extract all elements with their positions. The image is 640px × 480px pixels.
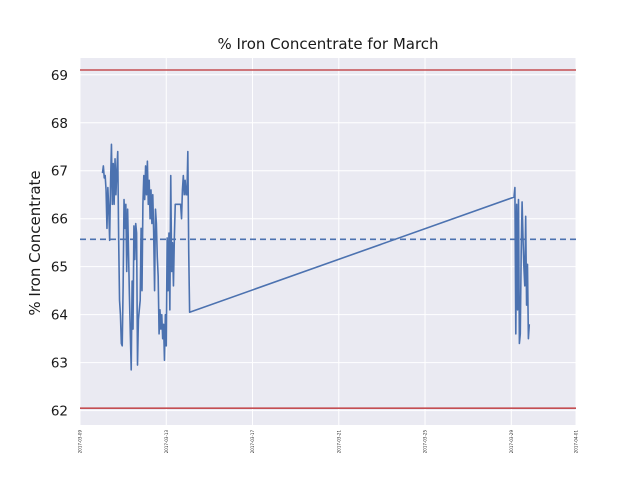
x-tick-label: 2017-03-21 xyxy=(336,430,341,454)
gridlines xyxy=(79,58,577,425)
y-tick-label: 69 xyxy=(51,68,68,84)
y-axis-label: % Iron Concentrate xyxy=(26,170,44,315)
y-tick-label: 67 xyxy=(51,164,68,180)
y-tick-label: 62 xyxy=(51,404,68,420)
x-tick-label: 2017-03-13 xyxy=(164,430,169,454)
series-line xyxy=(101,143,531,371)
y-tick-label: 68 xyxy=(51,116,68,132)
plot-area xyxy=(80,58,576,425)
x-tick-label: 2017-04-01 xyxy=(574,430,579,454)
y-tick-label: 65 xyxy=(51,260,68,276)
y-tick-label: 63 xyxy=(51,356,68,372)
y-tick-label: 64 xyxy=(51,308,68,324)
x-tick-label: 2017-03-25 xyxy=(423,430,428,454)
y-axis: 62 63 64 65 66 67 68 69 xyxy=(51,68,68,420)
chart-title: % Iron Concentrate for March xyxy=(217,35,438,53)
x-tick-label: 2017-03-17 xyxy=(250,430,255,454)
x-tick-label: 2017-03-09 xyxy=(78,430,83,454)
x-axis: 2017-03-09 2017-03-13 2017-03-17 2017-03-21… xyxy=(78,430,579,454)
reference-lines xyxy=(80,69,576,410)
series-layer xyxy=(101,143,531,371)
y-tick-label: 66 xyxy=(51,212,68,228)
x-tick-label: 2017-03-29 xyxy=(509,430,514,454)
